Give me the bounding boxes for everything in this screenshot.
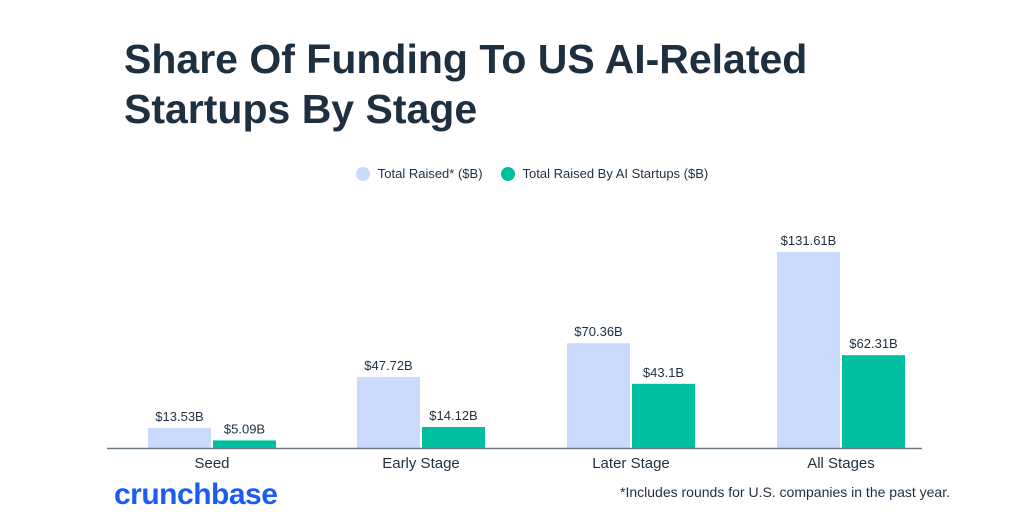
legend-label-total: Total Raised* ($B) [377, 166, 483, 181]
bar-total [567, 343, 630, 448]
x-tick-label: All Stages [807, 455, 875, 472]
footnote: *Includes rounds for U.S. companies in t… [620, 484, 950, 500]
data-label: $47.72B [364, 358, 412, 373]
bar-total [148, 427, 211, 448]
legend-item-total: Total Raised* ($B) [355, 166, 483, 181]
bar-ai [213, 440, 276, 448]
bar-ai [422, 426, 485, 448]
data-label: $13.53B [155, 409, 203, 424]
legend-item-ai: Total Raised By AI Startups ($B) [500, 166, 709, 181]
data-label: $70.36B [574, 324, 622, 339]
bar-ai [842, 355, 905, 448]
legend-label-ai: Total Raised By AI Startups ($B) [522, 166, 709, 181]
x-tick-label: Later Stage [592, 455, 670, 472]
legend-swatch-ai [500, 166, 515, 181]
chart-title: Share Of Funding To US AI-Related Startu… [124, 36, 808, 132]
bar-total [777, 252, 840, 448]
data-label: $43.1B [643, 365, 684, 380]
data-label: $131.61B [781, 233, 837, 248]
data-label: $5.09B [224, 421, 265, 436]
data-label: $14.12B [429, 408, 477, 423]
data-label: $62.31B [849, 336, 897, 351]
legend: Total Raised* ($B) Total Raised By AI St… [0, 166, 1024, 181]
legend-swatch-total [355, 166, 370, 181]
crunchbase-logo: crunchbase [114, 478, 278, 511]
x-tick-label: Seed [194, 455, 229, 472]
bar-ai [632, 383, 695, 448]
bar-total [357, 376, 420, 448]
x-tick-label: Early Stage [382, 455, 460, 472]
